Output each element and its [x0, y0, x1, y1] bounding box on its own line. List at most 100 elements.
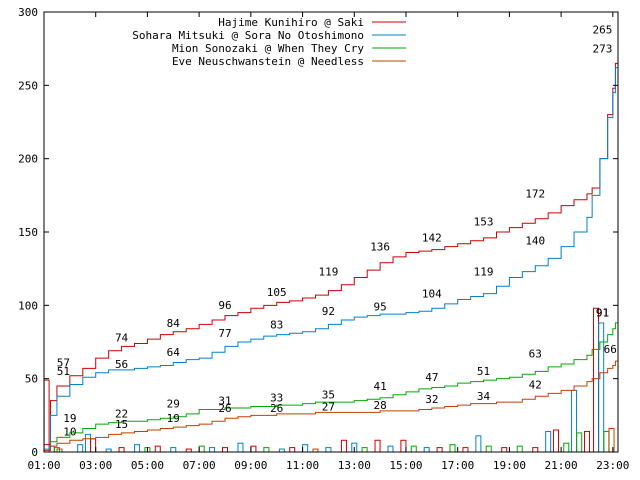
bar-19	[263, 447, 270, 453]
bar-6	[90, 438, 97, 453]
data-label-23: 22	[115, 408, 128, 421]
bar-38	[501, 447, 508, 453]
data-label-21: 273	[593, 43, 613, 56]
legend-label-3: Eve Neuschwanstein @ Needless	[172, 55, 364, 68]
y-tick-label-5: 250	[18, 79, 38, 92]
data-label-38: 27	[322, 400, 335, 413]
x-tick-label-8: 17:00	[441, 459, 474, 472]
bar-45	[576, 432, 583, 453]
data-label-0: 57	[57, 356, 70, 369]
bar-17	[237, 442, 244, 453]
x-tick-label-6: 13:00	[338, 459, 371, 472]
bar-42	[552, 429, 559, 453]
data-label-13: 64	[167, 346, 181, 359]
data-label-29: 47	[425, 371, 438, 384]
data-label-5: 119	[318, 265, 338, 278]
data-label-41: 34	[477, 390, 491, 403]
data-label-27: 35	[322, 389, 335, 402]
data-label-20: 140	[525, 235, 545, 248]
bar-25	[340, 439, 347, 453]
bar-29	[387, 445, 394, 453]
legend-label-2: Mion Sonozaki @ When They Cry	[172, 42, 364, 55]
data-label-32: 91	[596, 307, 609, 320]
bar-36	[475, 435, 482, 453]
data-label-1: 74	[115, 331, 129, 344]
bar-8	[118, 447, 125, 453]
bar-35	[462, 447, 469, 453]
data-labels: 5774849610511913614215317226551566477839…	[57, 23, 617, 438]
bar-9	[134, 444, 141, 453]
data-label-8: 153	[474, 216, 494, 229]
bar-34	[449, 444, 456, 453]
x-tick-label-2: 05:00	[131, 459, 164, 472]
data-label-16: 92	[322, 305, 335, 318]
data-label-30: 51	[477, 365, 490, 378]
bar-43	[563, 442, 570, 453]
bar-5	[84, 433, 91, 453]
data-label-34: 15	[115, 418, 128, 431]
axis-ticks: 0 50 100 150 200 250 300 01:00 03:00 05:00 07:00 09…	[18, 6, 629, 472]
bar-33	[436, 447, 443, 453]
data-label-18: 104	[422, 287, 442, 300]
legend-label-0: Hajime Kunihiro @ Saki	[218, 16, 364, 29]
y-tick-label-4: 200	[18, 153, 38, 166]
x-tick-label-1: 03:00	[79, 459, 112, 472]
x-tick-label-9: 19:00	[493, 459, 526, 472]
bar-22	[302, 444, 309, 453]
y-tick-label-0: 0	[31, 446, 38, 459]
bar-31	[410, 445, 417, 453]
x-tick-label-4: 09:00	[234, 459, 267, 472]
bar-11	[154, 445, 161, 453]
x-tick-label-0: 01:00	[27, 459, 60, 472]
bar-4	[77, 444, 84, 453]
bar-49	[603, 430, 610, 453]
x-tick-label-7: 15:00	[389, 459, 422, 472]
data-label-17: 95	[374, 301, 387, 314]
x-tick-label-5: 11:00	[286, 459, 319, 472]
data-label-4: 105	[267, 286, 287, 299]
bar-37	[485, 445, 492, 453]
data-label-28: 41	[374, 380, 387, 393]
bar-14	[198, 445, 205, 453]
data-label-14: 77	[218, 327, 231, 340]
bar-32	[423, 447, 430, 453]
y-tick-label-2: 100	[18, 299, 38, 312]
bar-0	[43, 379, 50, 453]
series-lines	[44, 34, 619, 452]
data-label-35: 19	[167, 412, 180, 425]
data-label-31: 63	[529, 348, 542, 361]
data-label-39: 28	[374, 399, 387, 412]
y-tick-label-3: 150	[18, 226, 38, 239]
bar-12	[170, 447, 177, 453]
bar-21	[289, 447, 296, 453]
bar-47	[593, 307, 600, 453]
legend-label-1: Sohara Mitsuki @ Sora No Otoshimono	[132, 29, 364, 42]
bar-30	[400, 439, 407, 453]
data-label-36: 26	[218, 402, 231, 415]
bar-18	[250, 445, 257, 453]
data-label-6: 136	[370, 241, 390, 254]
data-label-7: 142	[422, 232, 442, 245]
bar-28	[374, 439, 381, 453]
x-tick-label-11: 23:00	[596, 459, 629, 472]
data-label-37: 26	[270, 402, 283, 415]
series-line-0	[44, 34, 619, 446]
series-line-2	[44, 318, 619, 452]
data-label-43: 91	[596, 307, 609, 320]
data-label-11: 51	[57, 365, 70, 378]
data-label-9: 172	[525, 188, 545, 201]
data-label-3: 96	[218, 299, 231, 312]
bar-15	[209, 447, 216, 453]
data-label-42: 42	[529, 378, 542, 391]
bar-39	[516, 445, 523, 453]
data-label-15: 83	[270, 318, 283, 331]
y-tick-label-1: 50	[25, 373, 38, 386]
data-label-24: 29	[167, 397, 180, 410]
x-tick-label-3: 07:00	[183, 459, 216, 472]
data-label-33: 10	[63, 425, 76, 438]
bar-41	[545, 430, 552, 453]
bar-46	[583, 430, 590, 453]
data-label-40: 32	[425, 393, 438, 406]
